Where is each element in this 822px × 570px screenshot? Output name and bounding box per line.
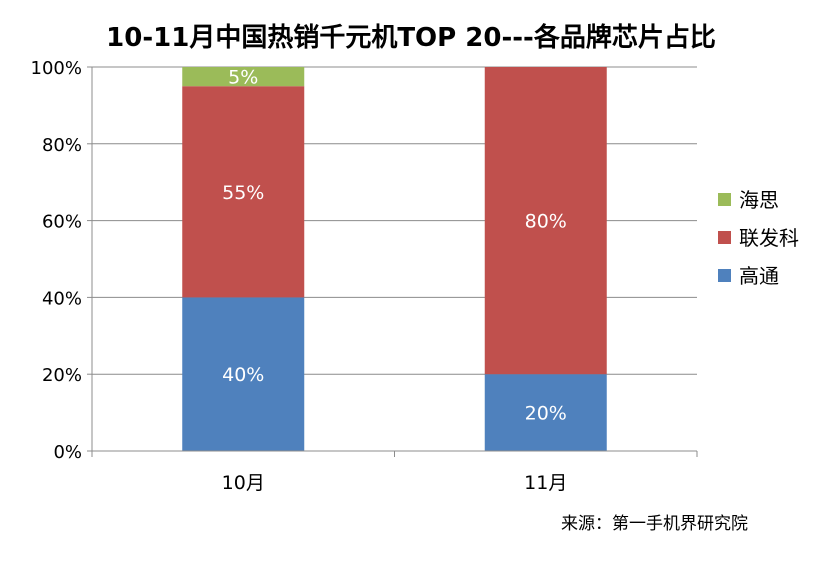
y-tick-label: 80% [42, 135, 82, 156]
y-tick-label: 0% [53, 442, 82, 463]
x-tick-label: 11月 [524, 472, 567, 494]
bars [182, 67, 607, 451]
y-tick-label: 100% [31, 58, 82, 79]
source-note: 来源：第一手机界研究院 [561, 514, 748, 534]
legend-label: 联发科 [739, 226, 799, 250]
legend-swatch [718, 193, 731, 206]
bar-segment [182, 297, 305, 451]
legend-label: 高通 [739, 264, 779, 288]
y-tick-label: 20% [42, 365, 82, 386]
data-labels: 40% 55% 5% 20% 80% [222, 67, 567, 425]
y-tick-label: 40% [42, 288, 82, 309]
data-label: 55% [222, 182, 264, 204]
legend-swatch [718, 231, 731, 244]
x-tick-label: 10月 [222, 472, 265, 494]
y-tick-label: 60% [42, 212, 82, 233]
data-label: 5% [228, 67, 258, 89]
data-label: 20% [525, 403, 567, 425]
chart-title: 10-11月中国热销千元机TOP 20---各品牌芯片占比 [106, 22, 716, 53]
bar-segment [484, 67, 607, 375]
legend-swatch [718, 269, 731, 282]
bar-segment [182, 67, 305, 87]
axes: 0% 20% 40% 60% 80% 100% 10月 11月 [31, 58, 698, 494]
bar-segment [182, 86, 305, 298]
data-label: 40% [222, 364, 264, 386]
bar-segment [484, 374, 607, 451]
legend-label: 海思 [739, 188, 779, 212]
data-label: 80% [525, 211, 567, 233]
